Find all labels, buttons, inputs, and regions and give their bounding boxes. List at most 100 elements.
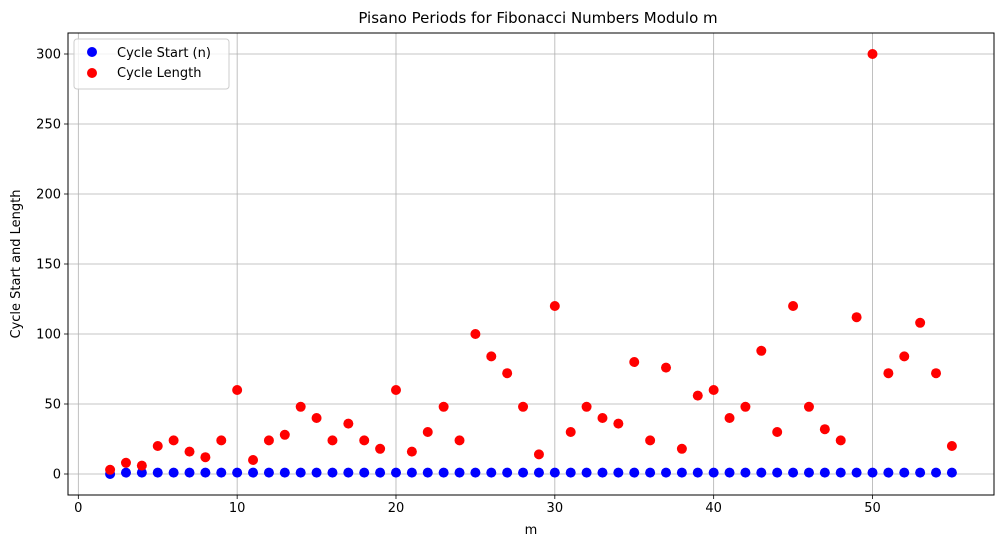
cycle-length-point: [756, 345, 767, 356]
legend-marker-cycle-start: [87, 47, 97, 57]
x-tick-label: 50: [864, 501, 881, 516]
cycle-start-point: [248, 467, 259, 478]
y-tick-label: 50: [44, 398, 61, 413]
cycle-length-point: [263, 435, 274, 446]
cycle-start-point: [835, 467, 846, 478]
cycle-start-point: [661, 467, 672, 478]
x-axis-label: m: [525, 523, 538, 538]
cycle-length-point: [883, 368, 894, 379]
cycle-start-point: [597, 467, 608, 478]
x-tick-label: 20: [388, 501, 405, 516]
cycle-length-point: [851, 312, 862, 323]
data-points: [105, 49, 957, 479]
cycle-start-point: [136, 467, 147, 478]
cycle-length-point: [216, 435, 227, 446]
cycle-length-point: [422, 427, 433, 437]
cycle-length-point: [406, 446, 417, 457]
cycle-length-point: [105, 464, 116, 475]
cycle-start-point: [899, 467, 910, 478]
cycle-length-point: [136, 460, 147, 471]
cycle-length-point: [168, 435, 179, 446]
legend-label-cycle-start: Cycle Start (n): [117, 46, 211, 61]
cycle-start-point: [692, 467, 703, 478]
cycle-start-point: [565, 467, 576, 478]
cycle-length-point: [645, 435, 656, 446]
cycle-length-point: [597, 413, 608, 423]
cycle-length-point: [549, 301, 560, 311]
cycle-start-point: [915, 467, 926, 478]
cycle-start-point: [676, 467, 687, 478]
cycle-length-point: [184, 446, 195, 457]
cycle-length-point: [581, 401, 592, 412]
cycle-start-point: [645, 467, 656, 478]
cycle-start-point: [581, 467, 592, 478]
cycle-length-point: [470, 329, 481, 339]
cycle-start-point: [311, 467, 322, 478]
x-tick-label: 30: [547, 501, 564, 516]
cycle-length-point: [200, 452, 211, 463]
cycle-length-point: [279, 429, 290, 440]
cycle-length-point: [533, 449, 544, 460]
y-tick-label: 250: [36, 118, 61, 133]
cycle-start-point: [549, 467, 560, 478]
cycle-start-point: [120, 467, 131, 478]
cycle-start-point: [518, 467, 529, 478]
cycle-length-point: [867, 49, 878, 59]
cycle-length-point: [295, 401, 306, 412]
x-tick-label: 40: [705, 501, 722, 516]
cycle-start-point: [867, 467, 878, 478]
cycle-length-point: [359, 435, 370, 446]
cycle-start-point: [740, 467, 751, 478]
cycle-start-point: [375, 467, 386, 478]
x-tick-label: 10: [229, 501, 246, 516]
axis-ticks: 0 10 20 30 40 50 0 50 100 150 200 250 300: [36, 48, 881, 517]
cycle-length-point: [692, 390, 703, 401]
cycle-length-point: [899, 351, 910, 362]
cycle-start-point: [946, 467, 957, 478]
cycle-length-point: [311, 413, 322, 423]
cycle-length-point: [819, 424, 830, 435]
cycle-length-point: [931, 368, 942, 379]
cycle-start-point: [200, 467, 211, 478]
chart-title: Pisano Periods for Fibonacci Numbers Mod…: [358, 9, 717, 27]
cycle-start-point: [883, 467, 894, 478]
cycle-start-point: [216, 467, 227, 478]
cycle-length-point: [120, 457, 131, 468]
cycle-start-point: [819, 467, 830, 478]
cycle-start-point: [295, 467, 306, 478]
cycle-length-point: [486, 351, 497, 362]
cycle-start-point: [422, 467, 433, 478]
cycle-start-point: [486, 467, 497, 478]
x-tick-label: 0: [74, 501, 82, 516]
cycle-length-point: [676, 443, 687, 454]
cycle-length-point: [454, 435, 465, 446]
cycle-length-point: [438, 401, 449, 412]
legend: Cycle Start (n) Cycle Length: [73, 38, 230, 90]
cycle-start-point: [279, 467, 290, 478]
y-tick-label: 0: [53, 468, 61, 483]
y-tick-label: 200: [36, 188, 61, 203]
cycle-start-point: [359, 467, 370, 478]
grid-lines: [68, 33, 994, 495]
cycle-length-point: [327, 435, 338, 446]
cycle-start-point: [406, 467, 417, 478]
cycle-length-point: [946, 441, 957, 451]
legend-marker-cycle-length: [87, 68, 97, 78]
y-axis-label: Cycle Start and Length: [9, 190, 24, 339]
cycle-length-point: [835, 435, 846, 446]
y-tick-label: 100: [36, 328, 61, 343]
legend-box: [73, 38, 230, 90]
cycle-length-point: [375, 443, 386, 454]
cycle-start-point: [629, 467, 640, 478]
cycle-length-point: [518, 401, 529, 412]
cycle-start-point: [454, 467, 465, 478]
cycle-start-point: [152, 467, 163, 478]
cycle-start-point: [327, 467, 338, 478]
cycle-start-point: [232, 467, 243, 478]
cycle-length-point: [629, 357, 640, 367]
cycle-length-point: [565, 427, 576, 437]
y-tick-label: 150: [36, 258, 61, 273]
cycle-length-point: [772, 427, 783, 437]
cycle-start-point: [788, 467, 799, 478]
y-tick-label: 300: [36, 48, 61, 63]
